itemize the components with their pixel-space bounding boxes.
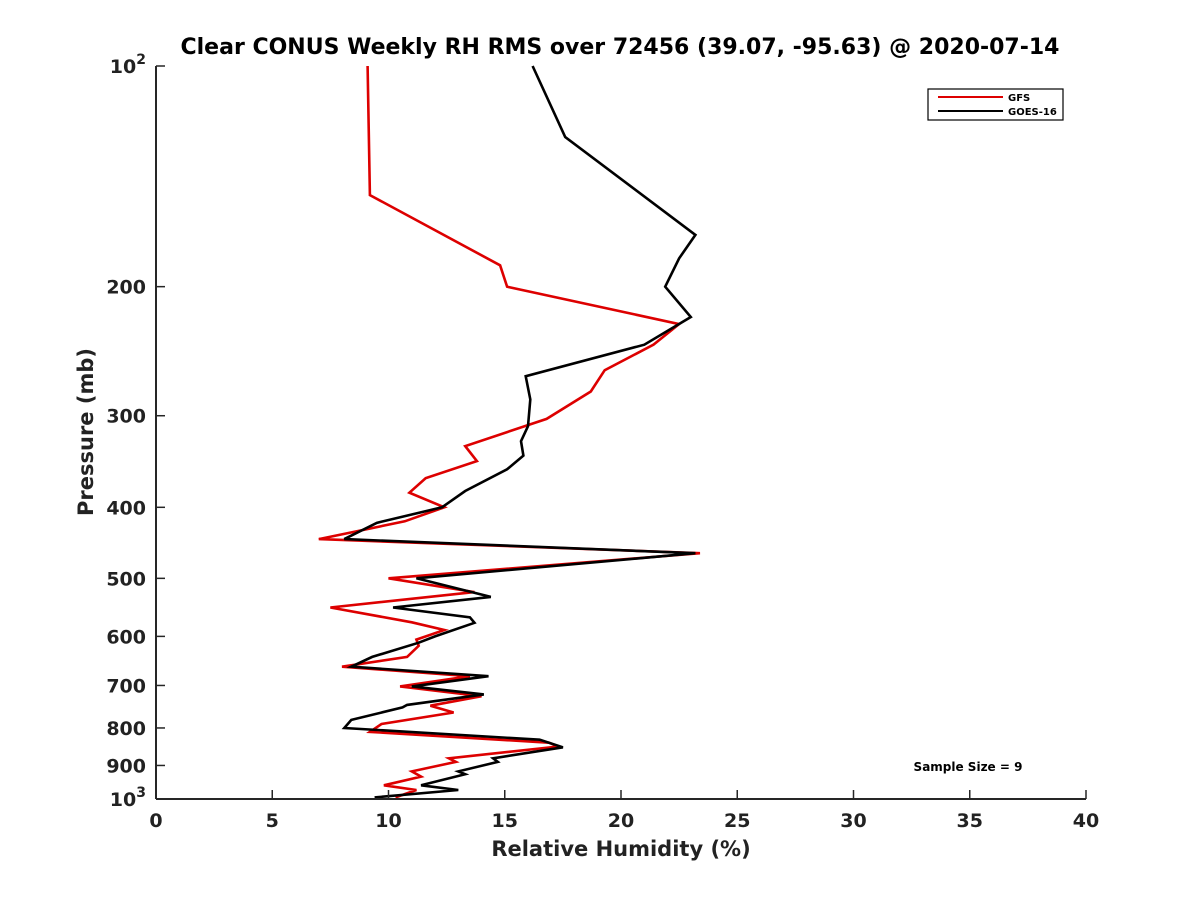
x-tick-label: 35 [957,810,983,832]
x-tick-label: 30 [840,810,866,832]
x-tick-label: 15 [492,810,518,832]
x-tick-label: 5 [266,810,279,832]
legend: GFS GOES-16 [927,88,1064,121]
y-tick-layer: 102 200 300 400 500 600 700 800 900 103 [106,52,165,811]
x-tick-label: 0 [149,810,162,832]
y-tick-label: 500 [106,568,146,590]
chart-title: Clear CONUS Weekly RH RMS over 72456 (39… [181,35,1060,60]
y-tick-label: 700 [106,675,146,697]
x-tick-label: 25 [724,810,750,832]
x-tick-layer: 0 5 10 15 20 25 30 35 40 [149,790,1099,832]
y-tick-label: 800 [106,718,146,740]
x-tick-label: 40 [1073,810,1099,832]
x-axis-title: Relative Humidity (%) [491,837,750,861]
series-layer [318,65,701,799]
y-tick-label: 102 [110,52,146,78]
series-line-goes-16 [341,65,698,799]
series-line-gfs [318,65,701,799]
y-tick-label: 103 [110,785,146,811]
y-tick-label: 200 [106,277,146,299]
legend-label-goes-16: GOES-16 [1008,107,1057,118]
y-tick-label: 600 [106,626,146,648]
y-axis-title: Pressure (mb) [74,348,98,516]
legend-box [927,88,1064,121]
legend-label-gfs: GFS [1008,93,1030,104]
y-tick-label: 400 [106,497,146,519]
x-tick-label: 10 [375,810,401,832]
y-tick-label: 300 [106,406,146,428]
x-tick-label: 20 [608,810,634,832]
sample-size-annotation: Sample Size = 9 [914,760,1023,774]
y-tick-label: 900 [106,755,146,777]
